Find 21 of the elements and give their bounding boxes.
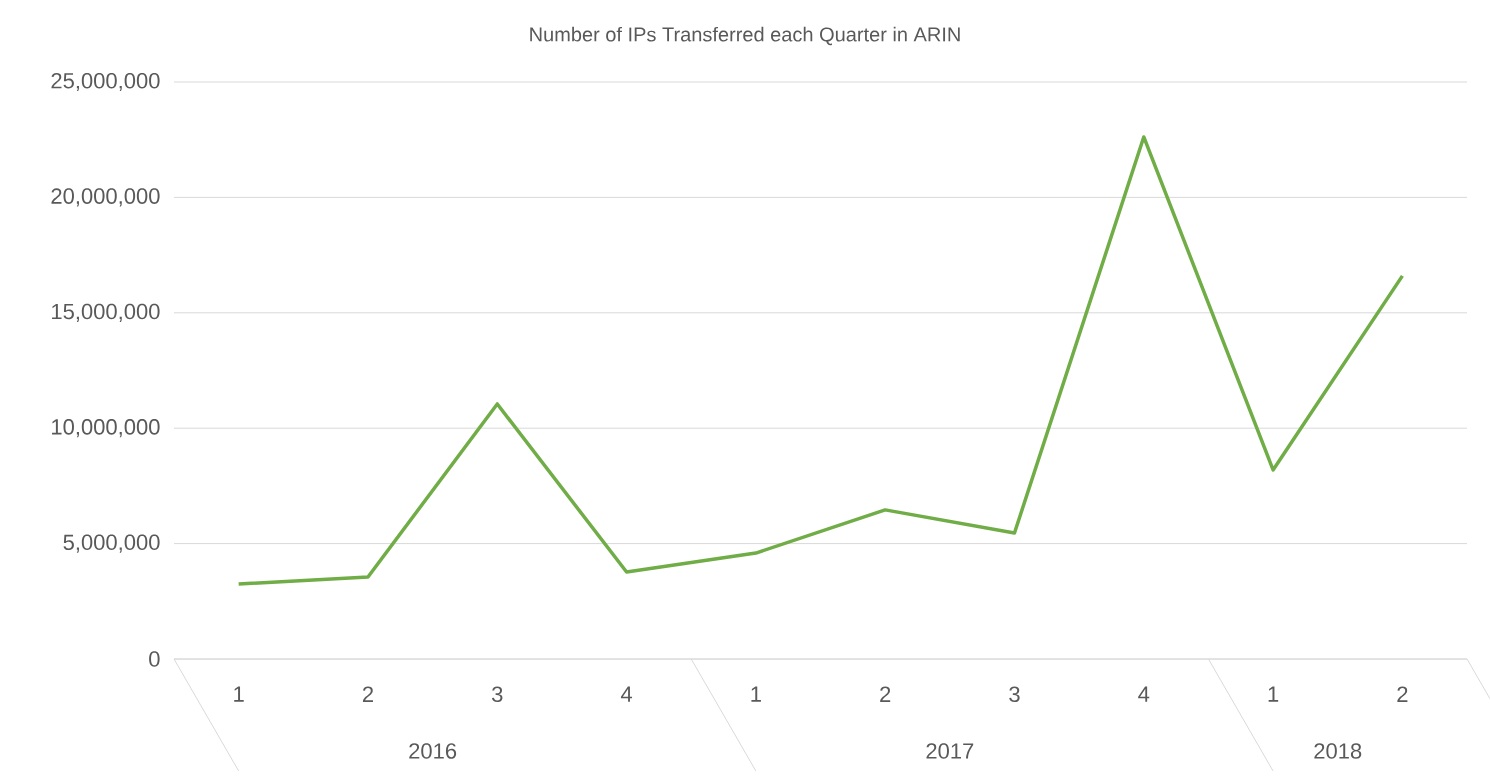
text: 2016 (409, 743, 457, 759)
y-tick-label: 5,000,000 (63, 534, 160, 553)
x-tick-label: 2 (1397, 686, 1408, 702)
x-tick-label: 2 (880, 686, 891, 702)
y-tick-label: 25,000,000 (51, 72, 160, 92)
text: 2018 (1314, 743, 1362, 759)
x-tick-label: 1 (1268, 686, 1279, 702)
x-tick-label: 1 (234, 686, 244, 702)
x-tick-label: 2 (362, 686, 373, 702)
y-tick-label: 20,000,000 (51, 188, 160, 207)
text: 2017 (926, 743, 974, 759)
y-tick-label: 10,000,000 (52, 419, 160, 438)
chart-title: Number of IPs Transferred each Quarter in ARIN (530, 26, 960, 46)
x-tick-label: 3 (1009, 686, 1020, 703)
y-tick-label: 15,000,000 (52, 303, 160, 322)
x-tick-label: 3 (491, 686, 503, 703)
y-tick-label: 0 (149, 651, 160, 667)
x-tick-label: 4 (620, 686, 633, 702)
x-tick-label: 4 (1138, 686, 1150, 702)
x-tick-label: 1 (751, 686, 761, 702)
line-series (236, 135, 1405, 586)
